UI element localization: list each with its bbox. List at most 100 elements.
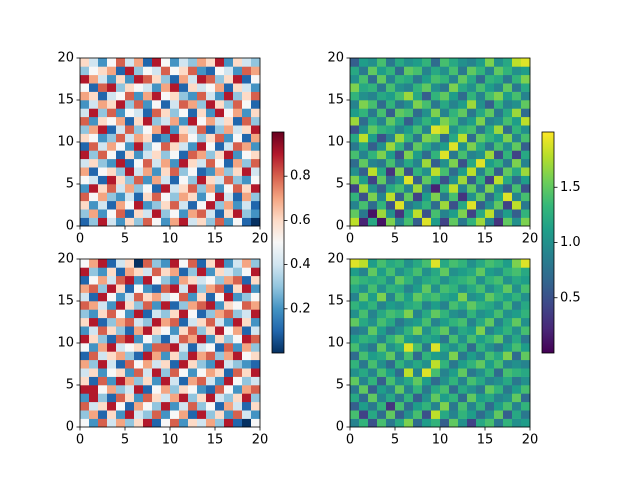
cell — [467, 418, 477, 428]
cell — [143, 376, 153, 386]
cell — [242, 309, 252, 319]
cell — [521, 83, 531, 92]
cell — [485, 393, 495, 403]
cell — [215, 100, 225, 109]
cell — [476, 133, 486, 143]
cell — [458, 359, 468, 369]
cell — [359, 275, 369, 285]
cell — [422, 192, 432, 202]
cell — [224, 133, 234, 143]
cell — [188, 309, 198, 319]
cell — [413, 100, 423, 109]
cell — [206, 292, 216, 302]
cell — [161, 108, 171, 118]
cell — [233, 217, 243, 227]
cell — [116, 343, 126, 352]
cell — [422, 167, 432, 176]
cell — [431, 284, 441, 293]
cell — [224, 192, 234, 202]
cell — [431, 184, 441, 193]
cell — [494, 292, 504, 302]
cell — [197, 326, 207, 335]
cell — [188, 83, 198, 92]
cell — [503, 401, 513, 411]
cell — [440, 385, 450, 394]
cell — [386, 83, 396, 92]
cell — [404, 58, 414, 67]
y-tick-label: 0 — [66, 420, 74, 435]
cell — [125, 100, 135, 109]
cell — [485, 125, 495, 134]
cell — [242, 359, 252, 369]
cell — [224, 158, 234, 168]
cell — [359, 125, 369, 134]
cell — [89, 133, 99, 143]
cell — [197, 418, 207, 428]
cell — [485, 209, 495, 218]
cell — [494, 142, 504, 151]
cell — [215, 158, 225, 168]
cell — [422, 217, 432, 227]
cell — [215, 275, 225, 285]
cell — [179, 184, 189, 193]
cell — [80, 116, 90, 126]
cell — [251, 418, 261, 428]
cell — [431, 317, 441, 327]
cell — [449, 368, 459, 377]
cell — [503, 267, 513, 277]
cell — [197, 83, 207, 92]
cell — [503, 142, 513, 151]
cell — [98, 184, 108, 193]
cell — [215, 74, 225, 84]
cell — [413, 142, 423, 151]
cell — [386, 167, 396, 176]
cell — [494, 133, 504, 143]
cell — [224, 200, 234, 210]
cell — [476, 91, 486, 101]
cell — [404, 393, 414, 403]
cell — [350, 343, 360, 352]
cell — [503, 368, 513, 377]
cell — [449, 376, 459, 386]
cell — [107, 292, 117, 302]
cell — [422, 275, 432, 285]
cell — [242, 58, 252, 67]
cell — [476, 200, 486, 210]
cell — [485, 133, 495, 143]
cell — [152, 410, 162, 419]
x-tick-label: 0 — [346, 232, 354, 247]
cell — [206, 393, 216, 403]
cell — [503, 150, 513, 160]
cell — [233, 200, 243, 210]
cell — [440, 150, 450, 160]
cell — [350, 209, 360, 218]
cell — [386, 158, 396, 168]
cell — [386, 410, 396, 419]
cell — [494, 418, 504, 428]
cell — [80, 125, 90, 134]
cell — [350, 142, 360, 151]
cell — [224, 376, 234, 386]
cell — [377, 376, 387, 386]
cell — [179, 259, 189, 268]
cell — [233, 259, 243, 268]
cell — [80, 368, 90, 377]
cell — [116, 200, 126, 210]
cell — [188, 142, 198, 151]
cell — [143, 74, 153, 84]
cell — [152, 418, 162, 428]
cell — [422, 259, 432, 268]
cell — [224, 83, 234, 92]
cell — [107, 401, 117, 411]
cell — [116, 309, 126, 319]
cell — [368, 359, 378, 369]
y-tick-label: 5 — [66, 177, 74, 192]
cell — [521, 351, 531, 361]
cell — [179, 200, 189, 210]
cell — [350, 192, 360, 202]
cell — [404, 184, 414, 193]
cell — [89, 326, 99, 335]
cell — [179, 158, 189, 168]
cell — [98, 175, 108, 185]
cell — [80, 209, 90, 218]
